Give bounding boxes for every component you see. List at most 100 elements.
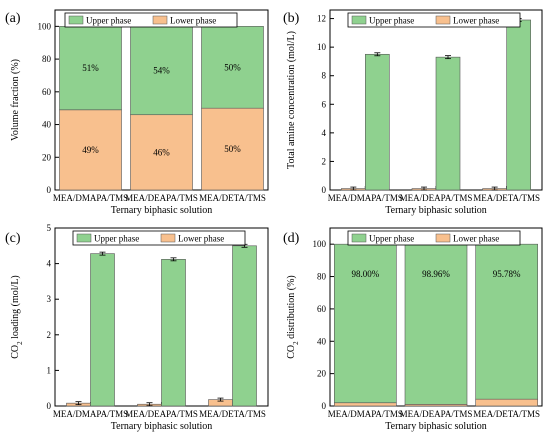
x-tick-label: MEA/DETA/TMS xyxy=(473,409,540,419)
y-tick-label: 2 xyxy=(322,156,327,166)
y-tick-label: 100 xyxy=(313,239,327,249)
bar-upper-phase xyxy=(232,245,257,407)
bar-upper-phase xyxy=(404,243,468,405)
data-label-lower: 49% xyxy=(82,145,99,155)
y-axis-title: Total amine concentration (mol/L) xyxy=(286,31,297,169)
legend-box xyxy=(347,12,521,28)
data-label-upper: 50% xyxy=(224,62,241,72)
legend-label-lower: Lower phase xyxy=(453,234,499,244)
x-tick-label: MEA/DEAPA/TMS xyxy=(400,409,473,419)
y-tick-label: 60 xyxy=(317,304,327,314)
y-axis-title: CO2 loading (mol/L) xyxy=(10,275,24,359)
legend-swatch-lower xyxy=(435,233,451,243)
x-tick-label: MEA/DMAPA/TMS xyxy=(328,193,403,203)
y-axis-title-tail: loading (mol/L) xyxy=(10,275,21,341)
y-tick-label: 0 xyxy=(322,401,327,411)
legend-box xyxy=(72,230,246,246)
data-label-upper: 95.78% xyxy=(493,269,521,279)
y-tick-label: 5 xyxy=(47,223,52,233)
bar-upper-phase xyxy=(435,56,461,191)
panel-label: (d) xyxy=(283,231,300,246)
data-label-upper: 51% xyxy=(82,63,99,73)
legend-swatch-upper xyxy=(68,15,84,25)
bar-upper-phase xyxy=(506,19,531,191)
y-tick-label: 0 xyxy=(322,185,327,195)
bar-upper-phase xyxy=(161,259,186,407)
bar-upper-phase xyxy=(201,26,264,109)
data-label-upper: 98.00% xyxy=(351,269,379,279)
y-tick-label: 4 xyxy=(322,128,327,138)
legend-label-upper: Upper phase xyxy=(94,234,139,244)
bar-upper-phase xyxy=(475,243,538,400)
x-tick-label: MEA/DMAPA/TMS xyxy=(53,409,128,419)
legend-label-lower: Lower phase xyxy=(453,16,499,26)
y-tick-label: 2 xyxy=(47,330,52,340)
bar-lower-phase xyxy=(59,109,122,191)
legend-swatch-lower xyxy=(152,15,168,25)
data-label-upper: 98.96% xyxy=(422,269,450,279)
x-tick-label: MEA/DEAPA/TMS xyxy=(125,409,198,419)
x-tick-label: MEA/DMAPA/TMS xyxy=(328,409,403,419)
legend-swatch-lower xyxy=(435,15,451,25)
legend-label-upper: Upper phase xyxy=(369,234,414,244)
data-label-lower: 50% xyxy=(224,144,241,154)
x-axis-title: Ternary biphasic solution xyxy=(385,421,487,432)
bar-lower-phase xyxy=(475,398,538,407)
legend-swatch-upper xyxy=(351,15,367,25)
x-axis-title: Ternary biphasic solution xyxy=(111,421,213,432)
x-tick-label: MEA/DETA/TMS xyxy=(473,193,540,203)
y-axis-title-main: CO xyxy=(286,345,297,359)
y-tick-label: 12 xyxy=(317,14,326,24)
y-tick-label: 60 xyxy=(42,87,52,97)
y-tick-label: 10 xyxy=(317,42,327,52)
bar-upper-phase xyxy=(334,243,397,404)
y-tick-label: 8 xyxy=(322,71,327,81)
legend-box xyxy=(64,12,238,28)
y-tick-label: 4 xyxy=(47,259,52,269)
bar-upper-phase xyxy=(90,253,115,407)
y-tick-label: 1 xyxy=(47,365,52,375)
y-tick-label: 0 xyxy=(47,185,52,195)
y-axis-title: CO2 distribution (%) xyxy=(286,275,300,359)
x-tick-label: MEA/DEAPA/TMS xyxy=(400,193,473,203)
x-axis-title: Ternary biphasic solution xyxy=(385,205,487,216)
data-label-lower: 46% xyxy=(153,147,170,157)
legend-swatch-upper xyxy=(351,233,367,243)
legend-label-lower: Lower phase xyxy=(178,234,224,244)
legend-label-upper: Upper phase xyxy=(369,16,414,26)
y-tick-label: 3 xyxy=(47,294,52,304)
panel-label: (a) xyxy=(5,11,21,26)
y-tick-label: 20 xyxy=(42,152,52,162)
bar-lower-phase xyxy=(201,107,264,191)
y-axis-title: Volume fraction (%) xyxy=(10,59,21,141)
y-tick-label: 40 xyxy=(42,120,52,130)
panel-label: (c) xyxy=(5,231,21,246)
y-axis-title-subscript: 2 xyxy=(16,341,24,345)
bar-lower-phase xyxy=(334,402,397,407)
y-tick-label: 80 xyxy=(42,54,52,64)
y-tick-label: 20 xyxy=(317,369,327,379)
y-tick-label: 100 xyxy=(38,21,52,31)
legend-label-lower: Lower phase xyxy=(170,16,216,26)
legend-swatch-upper xyxy=(76,233,92,243)
bar-upper-phase xyxy=(59,26,122,111)
x-tick-label: MEA/DMAPA/TMS xyxy=(53,193,128,203)
panel-label: (b) xyxy=(283,11,300,26)
x-tick-label: MEA/DETA/TMS xyxy=(199,409,266,419)
x-tick-label: MEA/DETA/TMS xyxy=(199,193,266,203)
x-tick-label: MEA/DEAPA/TMS xyxy=(125,193,198,203)
y-axis-title-main: CO xyxy=(10,345,21,359)
y-tick-label: 0 xyxy=(47,401,52,411)
y-axis-title-tail: distribution (%) xyxy=(286,275,297,341)
legend-swatch-lower xyxy=(160,233,176,243)
y-tick-label: 80 xyxy=(317,272,327,282)
y-axis-title-subscript: 2 xyxy=(292,341,300,345)
bar-upper-phase xyxy=(365,53,390,191)
data-label-upper: 54% xyxy=(153,66,170,76)
x-axis-title: Ternary biphasic solution xyxy=(111,205,213,216)
y-tick-label: 6 xyxy=(322,99,327,109)
y-tick-label: 40 xyxy=(317,336,327,346)
legend-box xyxy=(347,230,521,246)
